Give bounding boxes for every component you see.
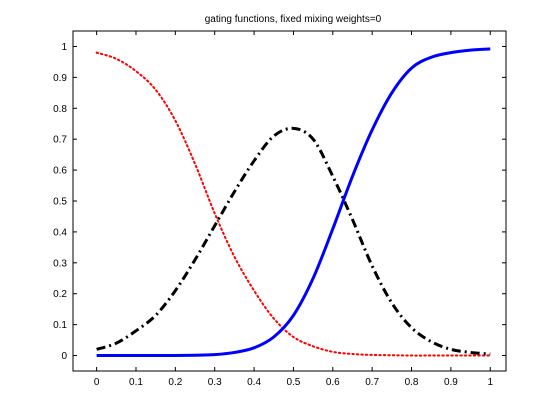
y-tick-label: 0.3 [53, 258, 67, 269]
y-tick-label: 0.1 [53, 320, 67, 331]
x-tick-label: 0.6 [326, 377, 340, 388]
y-tick-label: 1 [61, 42, 67, 53]
x-tick-label: 0.8 [405, 377, 419, 388]
y-axis-ticks: 0 0.1 0.2 0.3 0.4 0.5 0.6 0.7 0.8 0.9 1 [53, 42, 506, 362]
x-tick-label: 0.5 [286, 377, 300, 388]
y-tick-label: 0.2 [53, 289, 67, 300]
y-tick-label: 0.9 [53, 73, 67, 84]
x-tick-label: 0 [94, 377, 100, 388]
x-tick-label: 0.9 [444, 377, 458, 388]
y-tick-label: 0.4 [53, 227, 67, 238]
series-line-solid [96, 47, 491, 358]
chart-title: gating functions, fixed mixing weights=0 [205, 14, 382, 25]
series-line-dotted [95, 51, 492, 357]
x-axis-ticks: 0 0.1 0.2 0.3 0.4 0.5 0.6 0.7 0.8 0.9 1 [94, 31, 493, 388]
x-tick-label: 0.7 [365, 377, 379, 388]
x-tick-label: 0.2 [168, 377, 182, 388]
plot-area [72, 30, 507, 372]
y-tick-label: 0.8 [53, 104, 67, 115]
y-tick-label: 0.6 [53, 166, 67, 177]
x-tick-label: 0.4 [247, 377, 261, 388]
y-tick-label: 0.5 [53, 197, 67, 208]
x-tick-label: 1 [487, 377, 493, 388]
series-line-dashdot [96, 126, 491, 356]
y-tick-label: 0 [61, 351, 67, 362]
x-tick-label: 0.3 [208, 377, 222, 388]
y-tick-label: 0.7 [53, 135, 67, 146]
series-layer [95, 47, 492, 358]
x-tick-label: 0.1 [129, 377, 143, 388]
